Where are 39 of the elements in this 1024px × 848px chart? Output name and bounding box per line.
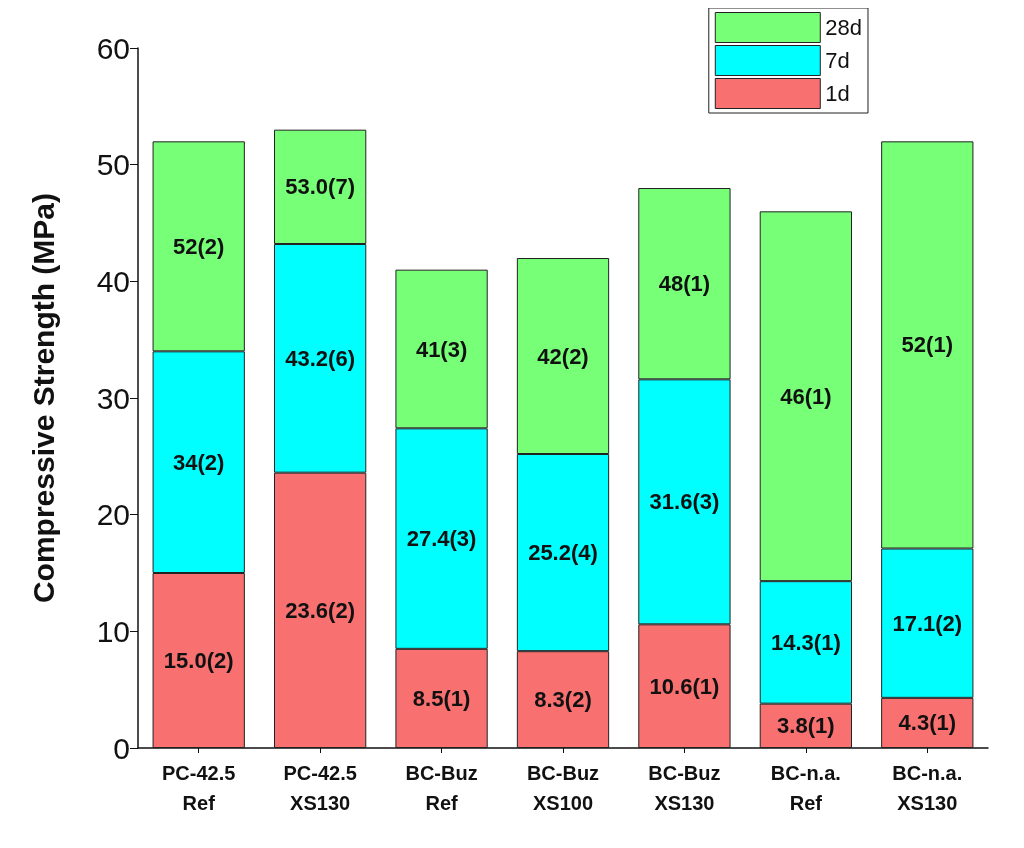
annotation: 52(2) (173, 233, 225, 259)
annotation: 27.4(3) (406, 526, 477, 552)
x-tick-label: BC-n.a. Ref (770, 762, 841, 814)
annotation: 52(1) (901, 332, 953, 358)
x-tick-label: PC-42.5 XS130 (283, 762, 357, 814)
annotation: 53.0(7) (285, 174, 355, 200)
legend-label: 7d (825, 48, 850, 73)
annotation: 10.6(1) (649, 673, 720, 699)
y-tick-label: 20 (96, 498, 130, 532)
annotation: 23.6(2) (285, 597, 355, 623)
y-tick-label: 60 (96, 31, 130, 65)
annotation: 3.8(1) (777, 713, 835, 739)
x-tick-label: BC-Buz XS130 (648, 762, 721, 814)
annotation: 14.3(1) (771, 629, 841, 655)
y-tick-label: 10 (96, 614, 130, 648)
annotation: 42(2) (537, 343, 589, 369)
x-tick-label: BC-Buz Ref (405, 762, 478, 814)
annotation: 17.1(2) (892, 610, 963, 636)
annotation: 43.2(6) (285, 345, 355, 371)
x-tick-label: BC-n.a. XS130 (892, 762, 963, 814)
y-tick-label: 0 (113, 731, 130, 765)
annotation: 34(2) (173, 449, 225, 475)
annotation: 46(1) (780, 383, 832, 409)
y-axis-title: Compressive Strength (MPa) (26, 192, 60, 604)
y-tick-label: 50 (96, 148, 130, 182)
y-tick-label: 40 (96, 264, 130, 298)
annotation: 4.3(1) (898, 710, 957, 736)
y-tick-label: 30 (96, 381, 130, 415)
annotation: 8.3(2) (534, 687, 592, 713)
x-tick-label: PC-42.5 Ref (162, 762, 236, 814)
annotation: 41(3) (415, 336, 468, 362)
x-tick-label: BC-Buz XS100 (526, 762, 600, 814)
annotation: 48(1) (658, 271, 711, 297)
annotation: 31.6(3) (649, 489, 720, 515)
legend-label: 28d (825, 15, 863, 40)
annotation: 8.5(1) (412, 685, 471, 711)
legend-label: 1d (825, 81, 850, 106)
annotation: 25.2(4) (528, 540, 598, 566)
annotation: 15.0(2) (163, 648, 234, 673)
